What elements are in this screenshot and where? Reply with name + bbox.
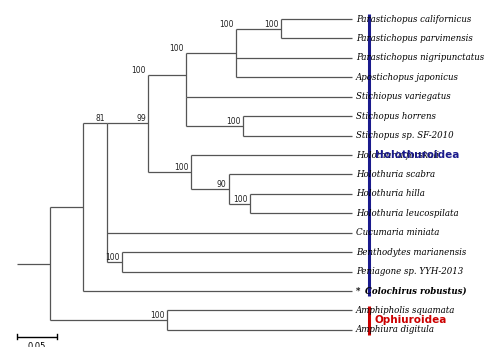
Text: Parastichopus californicus: Parastichopus californicus bbox=[356, 15, 472, 24]
Text: Peniagone sp. YYH-2013: Peniagone sp. YYH-2013 bbox=[356, 267, 464, 276]
Text: Parastichopus nigripunctatus: Parastichopus nigripunctatus bbox=[356, 53, 484, 62]
Text: Amphipholis squamata: Amphipholis squamata bbox=[356, 306, 456, 315]
Text: Cucumaria miniata: Cucumaria miniata bbox=[356, 228, 440, 237]
Text: Parastichopus parvimensis: Parastichopus parvimensis bbox=[356, 34, 473, 43]
Text: 0.05: 0.05 bbox=[28, 342, 46, 347]
Text: Amphiura digitula: Amphiura digitula bbox=[356, 325, 435, 335]
Text: Stichopus sp. SF-2010: Stichopus sp. SF-2010 bbox=[356, 131, 454, 140]
Text: Holothuria forskali: Holothuria forskali bbox=[356, 151, 439, 160]
Text: 100: 100 bbox=[234, 195, 248, 204]
Text: 99: 99 bbox=[136, 115, 146, 124]
Text: Stichiopus variegatus: Stichiopus variegatus bbox=[356, 92, 450, 101]
Text: Holothuria leucospilata: Holothuria leucospilata bbox=[356, 209, 458, 218]
Text: Colochirus robustus): Colochirus robustus) bbox=[364, 287, 466, 296]
Text: Holothuria hilla: Holothuria hilla bbox=[356, 189, 425, 198]
Text: Holothuroidea: Holothuroidea bbox=[374, 150, 459, 160]
Text: Holothuria scabra: Holothuria scabra bbox=[356, 170, 435, 179]
Text: 100: 100 bbox=[105, 253, 120, 262]
Text: Apostichopus japonicus: Apostichopus japonicus bbox=[356, 73, 459, 82]
Text: 100: 100 bbox=[174, 163, 188, 172]
Text: 100: 100 bbox=[220, 20, 234, 29]
Text: 100: 100 bbox=[150, 311, 165, 320]
Text: 100: 100 bbox=[170, 44, 184, 53]
Text: *: * bbox=[356, 287, 364, 296]
Text: 100: 100 bbox=[226, 117, 241, 126]
Text: 90: 90 bbox=[217, 180, 226, 189]
Text: Ophiuroidea: Ophiuroidea bbox=[374, 315, 447, 325]
Text: 81: 81 bbox=[96, 115, 106, 124]
Text: Stichopus horrens: Stichopus horrens bbox=[356, 112, 436, 121]
Text: Benthodytes marianensis: Benthodytes marianensis bbox=[356, 248, 467, 257]
Text: 100: 100 bbox=[264, 20, 279, 29]
Text: 100: 100 bbox=[132, 66, 146, 75]
